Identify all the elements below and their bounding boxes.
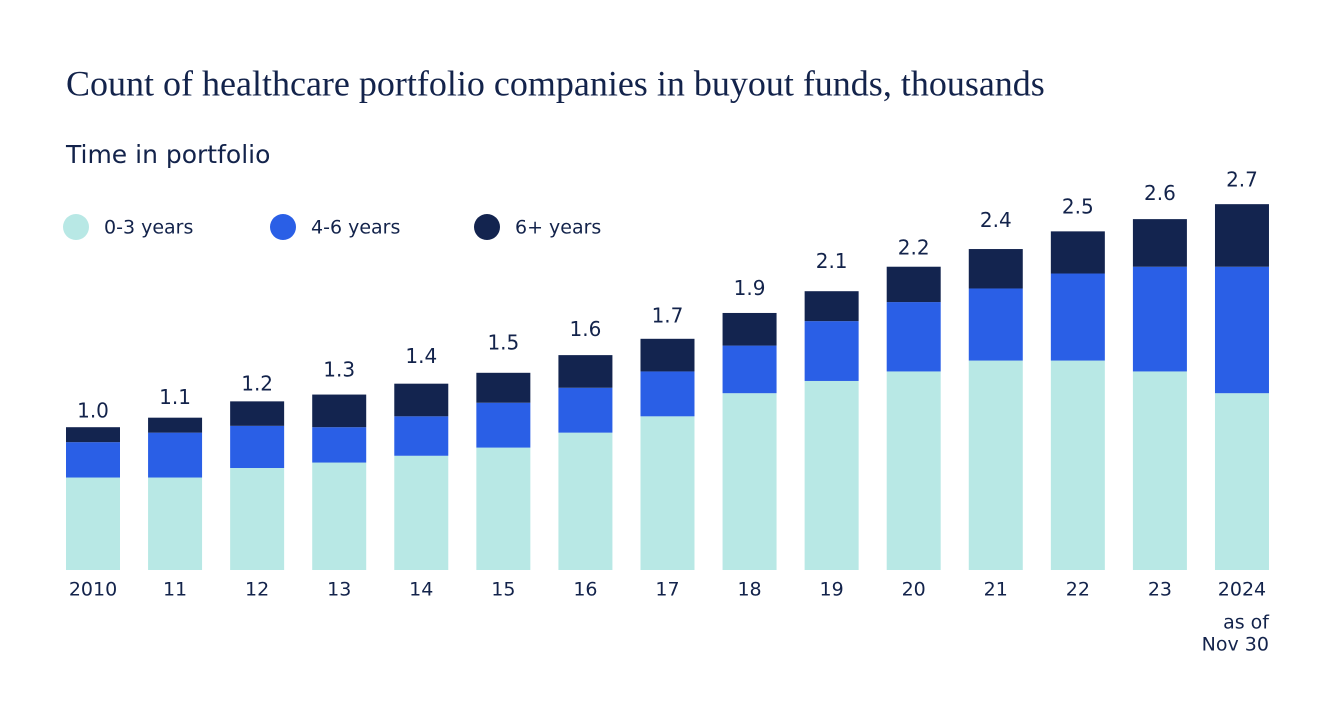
bar-segment [968, 288, 1023, 361]
total-label: 1.4 [405, 344, 437, 368]
bar-segment [394, 416, 449, 456]
bar-segment [312, 462, 367, 570]
bar-segment [1050, 273, 1105, 361]
bar-segment [148, 417, 203, 433]
bar-segment [1132, 266, 1187, 372]
x-tick-label: 13 [327, 579, 351, 601]
x-tick-label: 21 [984, 579, 1008, 601]
bar-segment [886, 302, 941, 372]
bar-segment [804, 321, 859, 381]
bar-segment [1050, 360, 1105, 570]
bar-segment [722, 345, 777, 394]
bar-segment [66, 427, 120, 443]
bar-segment [66, 477, 120, 570]
bar-segment [722, 312, 777, 346]
bar-segment [886, 266, 941, 303]
bar-segment [394, 383, 449, 417]
total-label: 1.3 [323, 358, 355, 382]
x-tick-label: 14 [409, 579, 433, 601]
x-tick-label: 15 [491, 579, 515, 601]
chart-subtitle: Time in portfolio [65, 140, 270, 169]
x-tick-label: 16 [573, 579, 597, 601]
bar-segment [886, 371, 941, 570]
total-label: 2.7 [1226, 167, 1258, 191]
legend-label: 0-3 years [104, 217, 193, 239]
legend-marker [270, 214, 296, 240]
x-tick-label: 2010 [69, 579, 117, 601]
total-label: 1.2 [241, 371, 273, 395]
legend-label: 6+ years [515, 217, 601, 239]
bar-segment [312, 427, 367, 463]
bar-segment [394, 455, 449, 570]
bar-segment [1214, 393, 1269, 570]
bar-segment [640, 371, 695, 417]
x-tick-label: 17 [655, 579, 679, 601]
x-tick-label: 2024 [1218, 579, 1266, 601]
total-label: 1.1 [159, 385, 191, 409]
legend-marker [63, 214, 89, 240]
bar-segment [476, 447, 531, 570]
bar-segment [1132, 219, 1187, 267]
total-label: 1.5 [487, 331, 519, 355]
bar-segment [230, 468, 285, 570]
bar-segment [148, 477, 203, 570]
chart-title: Count of healthcare portfolio companies … [66, 63, 1045, 103]
bar-segment [1214, 204, 1269, 267]
bar-segment [722, 393, 777, 570]
total-label: 2.1 [816, 249, 848, 273]
bar-segment [312, 394, 367, 428]
bar-segment [558, 432, 613, 570]
x-tick-label: 19 [820, 579, 844, 601]
bar-segment [804, 291, 859, 322]
bar-segment [1132, 371, 1187, 570]
total-label: 2.4 [980, 208, 1012, 232]
x-tick-label: 12 [245, 579, 269, 601]
total-label: 1.6 [570, 317, 602, 341]
total-label: 2.6 [1144, 181, 1176, 205]
annotation: as of [1223, 612, 1270, 634]
bar-segment [968, 249, 1023, 289]
bar-segment [476, 372, 531, 403]
bar-segment [558, 355, 613, 388]
bar-segment [66, 442, 120, 478]
bar-segment [968, 360, 1023, 570]
x-tick-label: 11 [163, 579, 187, 601]
bar-segment [230, 425, 285, 468]
bar-segment [230, 401, 285, 426]
x-tick-label: 22 [1066, 579, 1090, 601]
bar-segment [1214, 266, 1269, 394]
bar-segment [148, 432, 203, 478]
bar-segment [476, 402, 531, 448]
legend-marker [474, 214, 500, 240]
total-label: 1.7 [652, 303, 684, 327]
annotation: Nov 30 [1202, 634, 1269, 656]
bar-segment [1050, 231, 1105, 274]
x-tick-label: 18 [737, 579, 761, 601]
total-label: 2.2 [898, 235, 930, 259]
total-label: 1.9 [734, 276, 766, 300]
total-label: 2.5 [1062, 195, 1094, 219]
bar-segment [804, 380, 859, 570]
bar-segment [640, 416, 695, 570]
legend-label: 4-6 years [311, 217, 400, 239]
bar-segment [640, 338, 695, 372]
bar-segment [558, 387, 613, 433]
x-tick-label: 20 [902, 579, 926, 601]
x-tick-label: 23 [1148, 579, 1172, 601]
total-label: 1.0 [77, 399, 109, 423]
